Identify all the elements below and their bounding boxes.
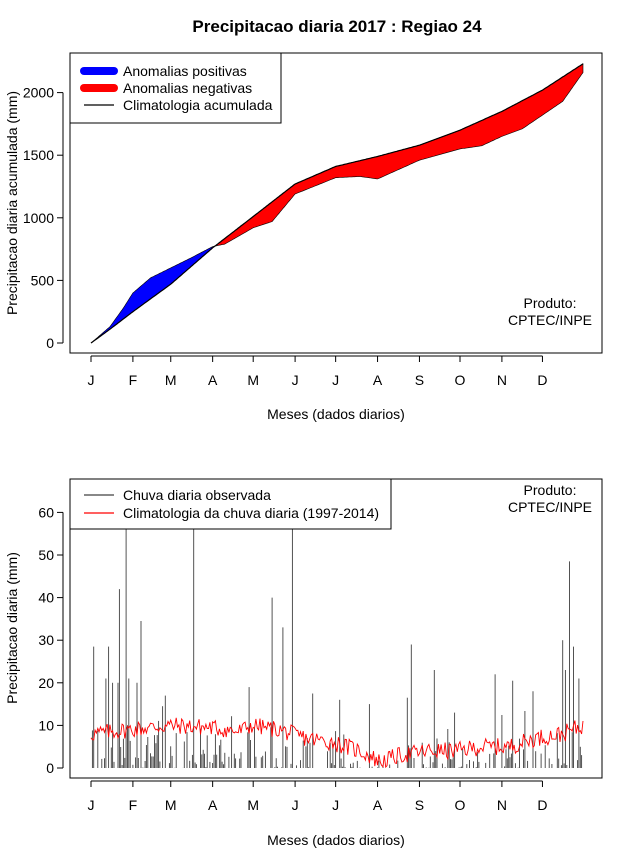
bottom-y-axis-label: Precipitacao diaria (mm)	[4, 552, 20, 704]
top-x-axis-label: Meses (dados diarios)	[267, 406, 405, 422]
bottom-y-tick-label: 20	[38, 675, 54, 691]
legend-observed-label: Chuva diaria observada	[123, 487, 271, 503]
chart-title: Precipitacao diaria 2017 : Regiao 24	[192, 17, 482, 36]
bottom-x-axis-label: Meses (dados diarios)	[267, 832, 405, 848]
top-x-tick-label: J	[332, 372, 339, 388]
top-x-tick-label: M	[247, 372, 259, 388]
positive-anomaly-area	[90, 245, 215, 344]
top-legend: Anomalias positivas Anomalias negativas …	[69, 52, 282, 124]
top-x-tick-label: J	[88, 372, 95, 388]
bottom-x-tick-label: M	[247, 797, 259, 813]
bottom-product-note-line2: CPTEC/INPE	[508, 499, 592, 515]
bottom-x-tick-label: A	[208, 797, 218, 813]
bottom-x-tick-label: A	[373, 797, 383, 813]
bottom-x-tick-label: M	[165, 797, 177, 813]
bottom-y-tick-label: 0	[46, 760, 54, 776]
bottom-x-tick-label: O	[455, 797, 466, 813]
top-y-tick-label: 2000	[23, 85, 54, 101]
bottom-x-tick-label: J	[292, 797, 299, 813]
top-x-tick-label: J	[292, 372, 299, 388]
top-x-tick-label: M	[165, 372, 177, 388]
top-y-tick-label: 1500	[23, 147, 54, 163]
daily-climatology-line	[90, 717, 584, 769]
top-x-tick-label: D	[537, 372, 547, 388]
bottom-x-tick-label: J	[88, 797, 95, 813]
bottom-y-tick-label: 60	[38, 504, 54, 520]
legend-daily-climatology-label: Climatologia da chuva diaria (1997-2014)	[123, 505, 379, 521]
bottom-x-tick-label: S	[415, 797, 424, 813]
top-y-tick-label: 500	[31, 272, 55, 288]
top-y-tick-label: 1000	[23, 210, 54, 226]
top-x-tick-label: N	[497, 372, 507, 388]
top-y-tick-label: 0	[46, 335, 54, 351]
bottom-legend: Chuva diaria observada Climatologia da c…	[69, 478, 392, 530]
bottom-y-tick-label: 40	[38, 590, 54, 606]
top-x-tick-label: S	[415, 372, 424, 388]
daily-precipitation-chart: 0 10 20 30 40 50 60 J F M A M J J A S O N D	[38, 504, 584, 813]
bottom-product-note-line1: Produto:	[524, 482, 577, 498]
top-x-tick-label: A	[208, 372, 218, 388]
bottom-x-tick-label: D	[537, 797, 547, 813]
top-plot-frame	[69, 52, 603, 354]
bottom-x-tick-label: J	[332, 797, 339, 813]
legend-negative-label: Anomalias negativas	[123, 80, 252, 96]
climatology-accumulated-line	[90, 63, 584, 344]
bottom-x-tick-label: F	[129, 797, 138, 813]
top-x-tick-label: F	[129, 372, 138, 388]
legend-climatology-label: Climatologia acumulada	[123, 97, 273, 113]
top-x-tick-label: A	[373, 372, 383, 388]
top-x-tick-label: O	[455, 372, 466, 388]
top-y-axis-label: Precipitacao diaria acumulada (mm)	[4, 91, 20, 315]
legend-positive-label: Anomalias positivas	[123, 63, 247, 79]
accumulated-precipitation-chart: 0 500 1000 1500 2000 J F M A M J J A S O N D	[23, 63, 584, 388]
bottom-legend-box	[69, 478, 392, 530]
top-product-note-line2: CPTEC/INPE	[508, 312, 592, 328]
bottom-y-tick-label: 10	[38, 717, 54, 733]
bottom-y-tick-label: 50	[38, 547, 54, 563]
bottom-x-tick-label: N	[497, 797, 507, 813]
top-product-note-line1: Produto:	[524, 295, 577, 311]
bottom-y-tick-label: 30	[38, 632, 54, 648]
